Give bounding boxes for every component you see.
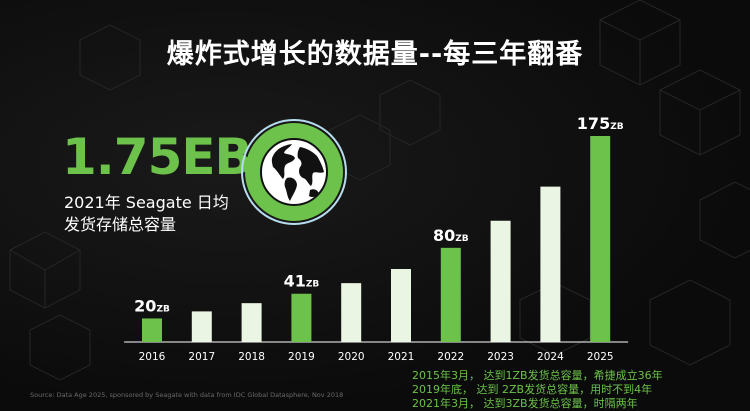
source-note: Source: Data Age 2025, sponsored by Seag… [30, 391, 344, 399]
bar-2019 [291, 293, 312, 342]
x-tick-label: 2021 [388, 351, 415, 363]
x-tick-label: 2020 [338, 351, 365, 363]
globe-icon [241, 119, 347, 225]
data-label-2022: 80ZB [433, 226, 469, 245]
x-tick-label: 2019 [288, 351, 315, 363]
data-label-2025: 175ZB [577, 114, 624, 133]
x-tick-label: 2016 [139, 351, 166, 363]
bar-2016 [142, 318, 162, 342]
bar-2017 [191, 311, 212, 342]
x-tick-label: 2024 [537, 351, 564, 363]
bar-2021 [391, 269, 411, 342]
data-label-2016: 20ZB [134, 296, 170, 315]
page-title: 爆炸式增长的数据量--每三年翻番 [166, 39, 584, 70]
milestone-notes: 2015年3月， 达到1ZB发货总容量，希捷成立36年 2019年底， 达到 2… [412, 369, 663, 411]
x-tick-label: 2018 [238, 351, 265, 363]
bar-2023 [490, 220, 511, 342]
milestone-note: 2021年3月， 达到3ZB发货总容量，时隔两年 [412, 397, 638, 410]
x-tick-label: 2025 [587, 351, 614, 363]
bar-2025 [590, 136, 611, 342]
milestone-note: 2015年3月， 达到1ZB发货总容量，希捷成立36年 [412, 369, 663, 382]
milestone-note: 2019年底， 达到 2ZB发货总容量，用时不到4年 [412, 383, 653, 396]
bar-2024 [540, 186, 561, 342]
x-tick-label: 2017 [188, 351, 215, 363]
x-tick-label: 2023 [487, 351, 514, 363]
bar-2020 [341, 283, 362, 342]
data-label-2019: 41ZB [284, 272, 320, 291]
stat-description: 2021年 Seagate 日均发货存储总容量 [64, 193, 229, 234]
bar-2022 [440, 247, 461, 342]
stat-value: 1.75EB [62, 128, 253, 186]
bar-2018 [241, 303, 262, 342]
x-tick-label: 2022 [437, 351, 464, 363]
